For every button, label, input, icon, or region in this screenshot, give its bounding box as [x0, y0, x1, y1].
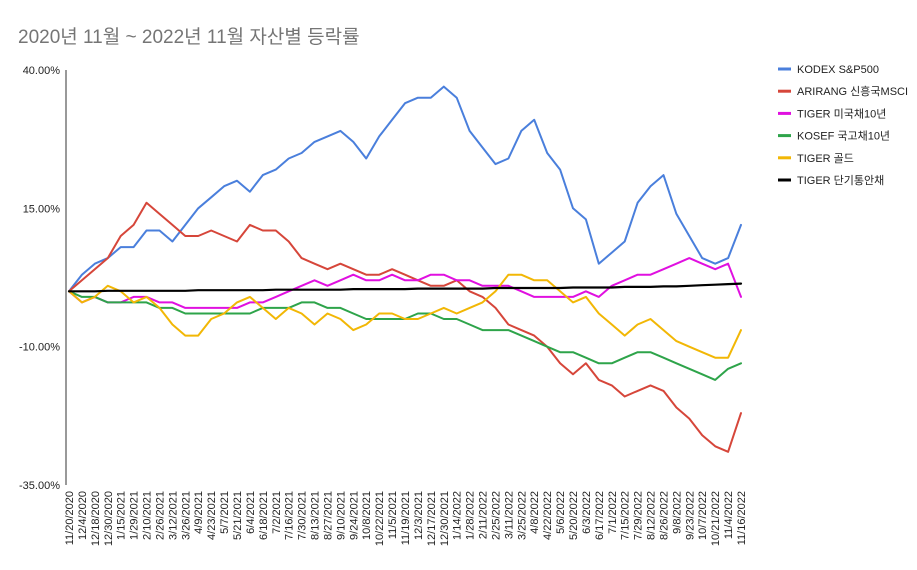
x-tick-label: 6/4/2021: [245, 491, 257, 534]
x-tick-label: 10/22/2021: [374, 491, 386, 546]
x-tick-label: 12/18/2020: [90, 491, 102, 546]
chart-title: 2020년 11월 ~ 2022년 11월 자산별 등락률: [18, 27, 360, 48]
legend-label: TIGER 골드: [797, 152, 854, 165]
x-tick-label: 1/29/2021: [129, 491, 141, 540]
x-tick-label: 12/30/2021: [439, 491, 451, 546]
series-line-5: [68, 273, 742, 359]
x-tick-label: 3/12/2021: [167, 491, 179, 540]
y-tick-label: -35.00%: [19, 480, 60, 492]
x-tick-label: 8/12/2022: [646, 491, 658, 540]
legend-label: TIGER 미국채10년: [797, 107, 886, 120]
x-tick-label: 10/7/2022: [697, 491, 709, 540]
x-tick-label: 4/9/2021: [193, 491, 205, 534]
x-tick-label: 11/16/2022: [736, 491, 748, 545]
x-tick-label: 10/21/2022: [710, 491, 722, 546]
x-tick-label: 8/27/2021: [322, 491, 334, 540]
x-tick-label: 12/4/2020: [77, 491, 89, 540]
x-tick-label: 6/18/2021: [258, 491, 270, 540]
y-tick-label: 40.00%: [23, 65, 61, 77]
x-axis: 11/20/2020 12/4/2020 12/18/2020 12/30/2020 1…: [64, 491, 748, 546]
x-tick-label: 3/25/2022: [516, 491, 528, 540]
x-tick-label: 7/16/2021: [284, 491, 296, 540]
x-tick-label: 3/26/2021: [180, 491, 192, 540]
x-tick-label: 4/8/2022: [529, 491, 541, 534]
series-line-6: [67, 282, 743, 293]
x-tick-label: 8/26/2022: [658, 491, 670, 540]
x-tick-label: 11/4/2022: [723, 491, 735, 539]
x-tick-label: 9/24/2021: [348, 491, 360, 540]
x-tick-label: 9/10/2021: [335, 491, 347, 540]
legend-label: KOSEF 국고채10년: [797, 130, 890, 143]
x-tick-label: 11/5/2021: [387, 491, 399, 539]
y-tick-label: 15.00%: [23, 203, 61, 215]
x-tick-label: 8/13/2021: [310, 491, 322, 540]
series-line-3: [68, 257, 742, 309]
series-line-1: [68, 85, 742, 293]
x-tick-label: 10/8/2021: [361, 491, 373, 540]
x-tick-label: 6/3/2022: [581, 491, 593, 534]
x-tick-label: 5/20/2022: [568, 491, 580, 540]
y-axis: 40.00% 15.00% -10.00% -35.00%: [19, 65, 67, 492]
x-tick-label: 7/2/2021: [271, 491, 283, 534]
x-tick-label: 1/28/2022: [465, 491, 477, 540]
x-tick-label: 5/21/2021: [232, 491, 244, 540]
x-tick-label: 12/3/2021: [413, 491, 425, 540]
legend-label: ARIRANG 신흥국MSCI: [797, 84, 908, 98]
x-tick-label: 7/30/2021: [297, 491, 309, 540]
y-tick-label: -10.00%: [19, 342, 60, 354]
series-line-4: [68, 290, 742, 381]
x-tick-label: 2/26/2021: [154, 491, 166, 540]
x-tick-label: 11/20/2020: [64, 491, 76, 545]
x-tick-label: 2/10/2021: [142, 491, 154, 540]
x-tick-label: 11/19/2021: [400, 491, 412, 545]
legend-label: KODEX S&P500: [797, 64, 879, 76]
x-tick-label: 12/17/2021: [426, 491, 438, 546]
x-tick-label: 12/30/2020: [103, 491, 115, 546]
x-tick-label: 7/1/2022: [607, 491, 619, 534]
x-tick-label: 1/14/2022: [452, 491, 464, 540]
x-tick-label: 6/17/2022: [594, 491, 606, 540]
series-line-2: [68, 201, 742, 453]
x-tick-label: 2/25/2022: [490, 491, 502, 540]
x-tick-label: 5/6/2022: [555, 491, 567, 534]
x-tick-label: 9/23/2022: [684, 491, 696, 540]
legend-label: TIGER 단기통안채: [797, 174, 884, 187]
x-tick-label: 7/29/2022: [633, 491, 645, 540]
x-tick-label: 1/15/2021: [116, 491, 128, 540]
x-tick-label: 2/11/2022: [478, 491, 490, 539]
x-tick-label: 3/11/2022: [503, 491, 515, 539]
x-tick-label: 9/8/2022: [671, 491, 683, 534]
x-tick-label: 4/22/2022: [542, 491, 554, 540]
x-tick-label: 7/15/2022: [620, 491, 632, 540]
x-tick-label: 5/7/2021: [219, 491, 231, 534]
x-tick-label: 4/23/2021: [206, 491, 218, 540]
legend: KODEX S&P500 ARIRANG 신흥국MSCI TIGER 미국채10년 K…: [778, 64, 908, 187]
series-lines: [67, 85, 743, 453]
